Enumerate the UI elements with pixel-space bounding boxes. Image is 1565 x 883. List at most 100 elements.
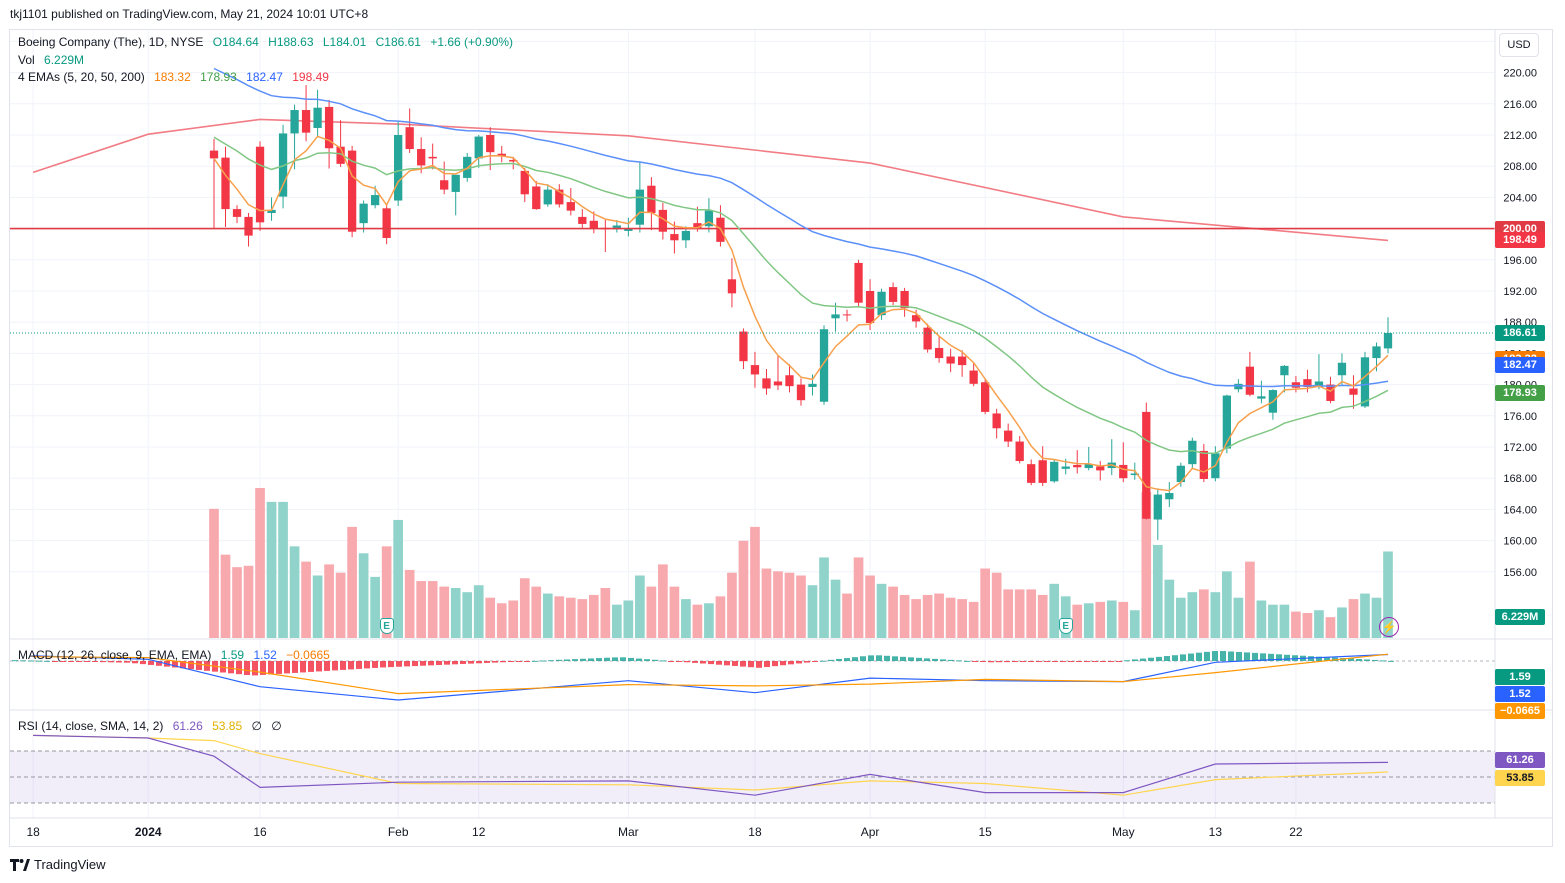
candle-body [1073,464,1082,468]
volume-bar [220,554,231,638]
ema5-line [213,135,1389,492]
macd-histogram-bar [1260,653,1266,661]
time-axis-label: 2024 [135,825,162,839]
rsi-line [33,734,1389,796]
macd-histogram-bar [556,659,562,661]
macd-histogram-bar [1284,654,1290,661]
candle-body [785,375,794,387]
macd-histogram-bar [244,661,250,676]
volume-bar [312,575,323,638]
macd-histogram-bar [156,661,162,666]
macd-histogram-bar [1012,661,1018,663]
candle-body [1314,381,1324,387]
candle-body [1165,493,1174,500]
macd-signal-value: −0.0665 [286,648,330,662]
candle-body [877,291,886,316]
macd-histogram-bar [1172,655,1178,661]
macd-histogram-bar [676,661,682,662]
volume-bar [1095,601,1106,638]
time-axis-label: 16 [253,825,267,839]
volume-bar [335,572,346,638]
macd-histogram-bar [532,660,538,662]
volume-bar [439,586,450,638]
candle-body [394,135,403,201]
macd-histogram-bar [100,661,106,663]
candle-body [566,202,575,211]
macd-histogram-bar [748,661,754,668]
macd-histogram-bar [396,661,402,667]
macd-histogram-bar [420,661,426,666]
macd-histogram-bar [636,658,642,661]
earnings-event-icon[interactable]: E [1058,618,1073,634]
macd-histogram-bar [108,661,114,663]
macd-line-value: 1.52 [253,648,277,662]
volume-bar [635,575,645,638]
rsi-pane [10,734,1495,804]
volume-bar [819,557,829,638]
macd-histogram-bar [476,661,482,664]
volume-bar [370,576,380,638]
macd-histogram-bar [60,661,66,662]
macd-histogram-bar [468,661,474,664]
candle-body [578,216,587,224]
candle-body [336,146,345,164]
macd-histogram-bar [812,661,818,662]
volume-bar [968,601,979,638]
volume-bar [1279,604,1290,638]
candle-body [762,378,771,389]
rsi-band-value-2: ∅ [271,719,282,733]
time-axis-label: May [1112,825,1135,839]
candle-body [1015,441,1024,462]
volume-bar [681,599,691,638]
macd-histogram-bar [884,655,890,661]
price-axis-label: 208.00 [1503,161,1537,173]
candle-body [1153,494,1162,520]
volume-bar [381,546,392,638]
earnings-event-icon[interactable]: E [379,618,394,634]
macd-histogram-bar [148,661,154,665]
macd-histogram-bar [76,661,82,662]
volume-bar [853,557,864,638]
volume-bar [1129,610,1140,638]
macd-histogram-bar [668,661,674,662]
volume-bar [1360,593,1370,638]
macd-histogram-bar [852,657,858,661]
volume-bar [1199,589,1209,638]
macd-histogram-bar [116,661,122,663]
macd-histogram-bar [740,661,746,667]
macd-histogram-bar [732,661,738,666]
macd-histogram-bar [204,661,210,671]
volume-bar [209,508,219,638]
macd-histogram-bar [700,661,706,664]
macd-histogram-bar [1132,659,1138,661]
volume-bar [991,572,1002,638]
macd-histogram-bar [564,659,570,661]
candle-body [1084,464,1093,469]
macd-histogram-bar [484,661,490,663]
candle-body [520,170,529,195]
publish-info: tkj1101 published on TradingView.com, Ma… [10,7,369,21]
macd-histogram-bar [780,661,786,666]
volume-bar [646,586,657,638]
volume-bar [1314,610,1324,638]
macd-histogram-bar [52,661,58,662]
volume-bar [1337,607,1347,638]
currency-selector[interactable]: USD [1499,33,1539,57]
lightning-icon[interactable]: ⚡ [1379,617,1399,637]
time-axis-label: 12 [472,825,486,839]
volume-bar [266,501,277,638]
rsi-legend: RSI (14, close, SMA, 14, 2) 61.26 53.85 … [18,719,288,733]
candle-body [497,153,506,157]
volume-bar [796,575,806,638]
price-axis-label: 172.00 [1503,442,1537,454]
volume-bar [1014,589,1025,638]
price-axis-label: 196.00 [1503,255,1537,267]
macd-histogram-bar [508,661,514,662]
macd-histogram-bar [516,661,522,662]
price-axis-label: 156.00 [1503,567,1537,579]
macd-histogram-bar [596,658,602,661]
candle-body [693,223,702,228]
candle-body [934,347,944,359]
macd-histogram-bar [20,660,26,662]
